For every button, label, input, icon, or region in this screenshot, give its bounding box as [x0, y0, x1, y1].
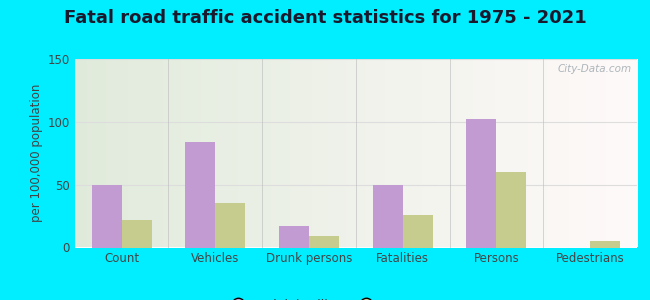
Y-axis label: per 100,000 population: per 100,000 population — [31, 84, 44, 222]
Bar — [309, 236, 339, 248]
Bar — [467, 119, 497, 248]
Bar — [122, 220, 151, 248]
Text: Fatal road traffic accident statistics for 1975 - 2021: Fatal road traffic accident statistics f… — [64, 9, 586, 27]
Bar — [215, 203, 245, 247]
Bar — [497, 172, 526, 247]
Bar — [279, 226, 309, 247]
Bar — [185, 142, 215, 248]
Bar — [403, 215, 433, 247]
Text: City-Data.com: City-Data.com — [557, 64, 631, 74]
Legend: Raleigh Hills, Oregon average: Raleigh Hills, Oregon average — [221, 294, 491, 300]
Bar — [372, 184, 403, 248]
Bar — [92, 184, 122, 248]
Bar — [590, 241, 620, 248]
